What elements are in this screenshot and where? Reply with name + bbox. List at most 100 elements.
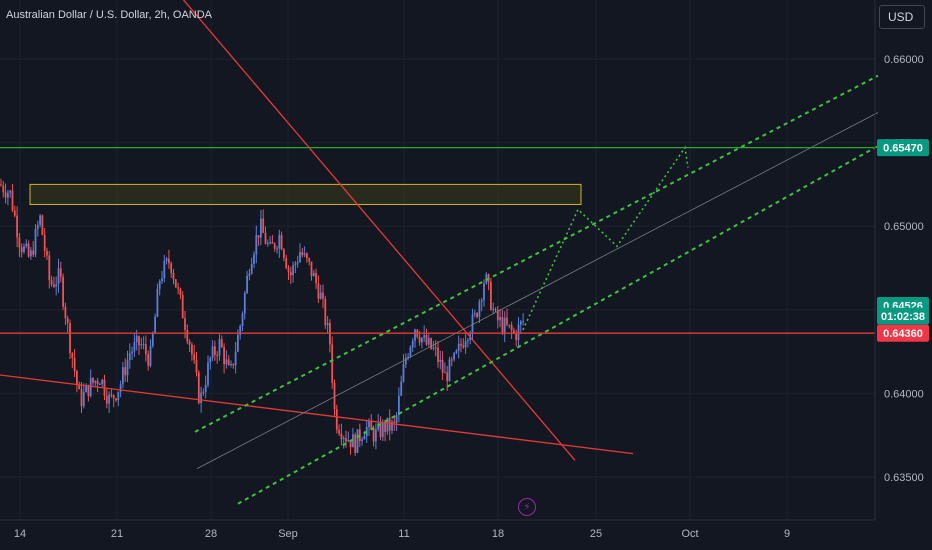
- candle-body: [471, 314, 474, 334]
- channel-line[interactable]: [194, 74, 879, 433]
- candle-body: [492, 309, 495, 311]
- candle-body: [223, 347, 225, 365]
- candle-body: [515, 332, 518, 341]
- symbol-title[interactable]: Australian Dollar / U.S. Dollar, 2h, OAN…: [6, 9, 213, 21]
- candle-body: [32, 250, 35, 255]
- candle-body: [184, 318, 186, 330]
- candle-body: [439, 359, 442, 363]
- candle-body: [467, 340, 469, 342]
- red-trendline[interactable]: [120, 0, 576, 461]
- candle-body: [69, 323, 71, 354]
- candle-body: [128, 353, 131, 360]
- horizontal-levels[interactable]: [0, 146, 875, 334]
- candle-body: [73, 357, 76, 372]
- candle-body: [508, 324, 511, 326]
- candle-body: [490, 281, 492, 310]
- candle-body: [326, 323, 329, 326]
- candle-body: [234, 351, 237, 366]
- candle-body: [30, 250, 32, 257]
- candle-body: [151, 333, 154, 346]
- candle-body: [333, 382, 336, 410]
- candle-body: [197, 372, 200, 404]
- candle-body: [204, 384, 207, 393]
- candle-body: [99, 384, 101, 386]
- candle-body: [391, 421, 393, 431]
- candle-body: [214, 346, 216, 356]
- candle-body: [289, 271, 292, 276]
- candle-body: [331, 344, 334, 383]
- candle-body: [41, 215, 44, 235]
- candle-body: [80, 389, 83, 407]
- candle-body: [96, 380, 99, 385]
- candle-body: [306, 253, 308, 259]
- candle-body: [340, 433, 343, 440]
- price-scale[interactable]: 0.660000.655000.650000.645000.640000.635…: [884, 54, 924, 484]
- currency-button[interactable]: USD: [879, 5, 925, 29]
- resistance-zone[interactable]: [29, 183, 582, 205]
- candle-body: [276, 248, 278, 250]
- candle-body: [356, 429, 359, 453]
- candle-body: [239, 325, 242, 335]
- candle-body: [418, 336, 421, 343]
- candle-body: [322, 292, 324, 299]
- red-trendline[interactable]: [0, 374, 634, 455]
- candle-body: [299, 252, 301, 262]
- candle-body: [142, 344, 145, 346]
- candle-body: [476, 313, 478, 317]
- candle-body: [269, 242, 271, 244]
- candle-body: [292, 265, 294, 276]
- trend-drawings[interactable]: [0, 0, 879, 505]
- candle-body: [301, 252, 304, 256]
- candle-body: [342, 438, 345, 440]
- candle-body: [400, 381, 403, 396]
- candle-body: [218, 339, 221, 356]
- candle-body: [455, 350, 458, 354]
- candle-body: [448, 359, 451, 382]
- candle-body: [501, 317, 504, 333]
- candle-body: [82, 392, 85, 407]
- candle-body: [411, 340, 414, 348]
- candle-body: [294, 263, 297, 266]
- time-scale[interactable]: 14 21 28 Sep 11 18 25 Oct 9: [14, 528, 790, 540]
- candle-body: [11, 190, 14, 211]
- channel-line[interactable]: [237, 145, 879, 505]
- candle-body: [296, 261, 299, 264]
- candle-body: [483, 283, 485, 301]
- candle-body: [227, 359, 230, 366]
- candle-body: [172, 272, 175, 280]
- projection-path[interactable]: [522, 145, 689, 331]
- channel-midline[interactable]: [196, 112, 879, 469]
- candle-body: [46, 251, 48, 256]
- time-tick: Sep: [278, 528, 298, 540]
- candle-body: [409, 347, 412, 357]
- candle-body: [115, 398, 117, 401]
- candle-body: [216, 355, 219, 357]
- candle-body: [421, 337, 423, 343]
- candle-body: [34, 228, 37, 255]
- candle-body: [20, 247, 23, 252]
- candle-body: [283, 249, 285, 259]
- candle-body: [255, 235, 258, 255]
- candle-body: [506, 317, 508, 325]
- candle-body: [181, 295, 184, 319]
- candle-body: [347, 440, 350, 442]
- candle-body: [108, 394, 110, 404]
- candle-body: [57, 268, 60, 285]
- price-tick: 0.64000: [884, 388, 924, 400]
- candle-body: [381, 422, 384, 438]
- candle-body: [110, 394, 113, 396]
- price-label: 01:02:38: [877, 307, 929, 325]
- candle-body: [177, 287, 179, 289]
- candle-body: [94, 380, 97, 383]
- candle-body: [4, 192, 7, 198]
- lightning-icon[interactable]: ⚡: [518, 498, 536, 516]
- candle-body: [444, 372, 446, 374]
- price-label-text: 0.65470: [883, 143, 923, 155]
- candle-body: [23, 246, 25, 252]
- candle-body: [163, 260, 166, 279]
- candle-body: [0, 184, 2, 186]
- candle-body: [384, 422, 386, 432]
- candle-body: [370, 421, 373, 429]
- candle-body: [62, 276, 64, 307]
